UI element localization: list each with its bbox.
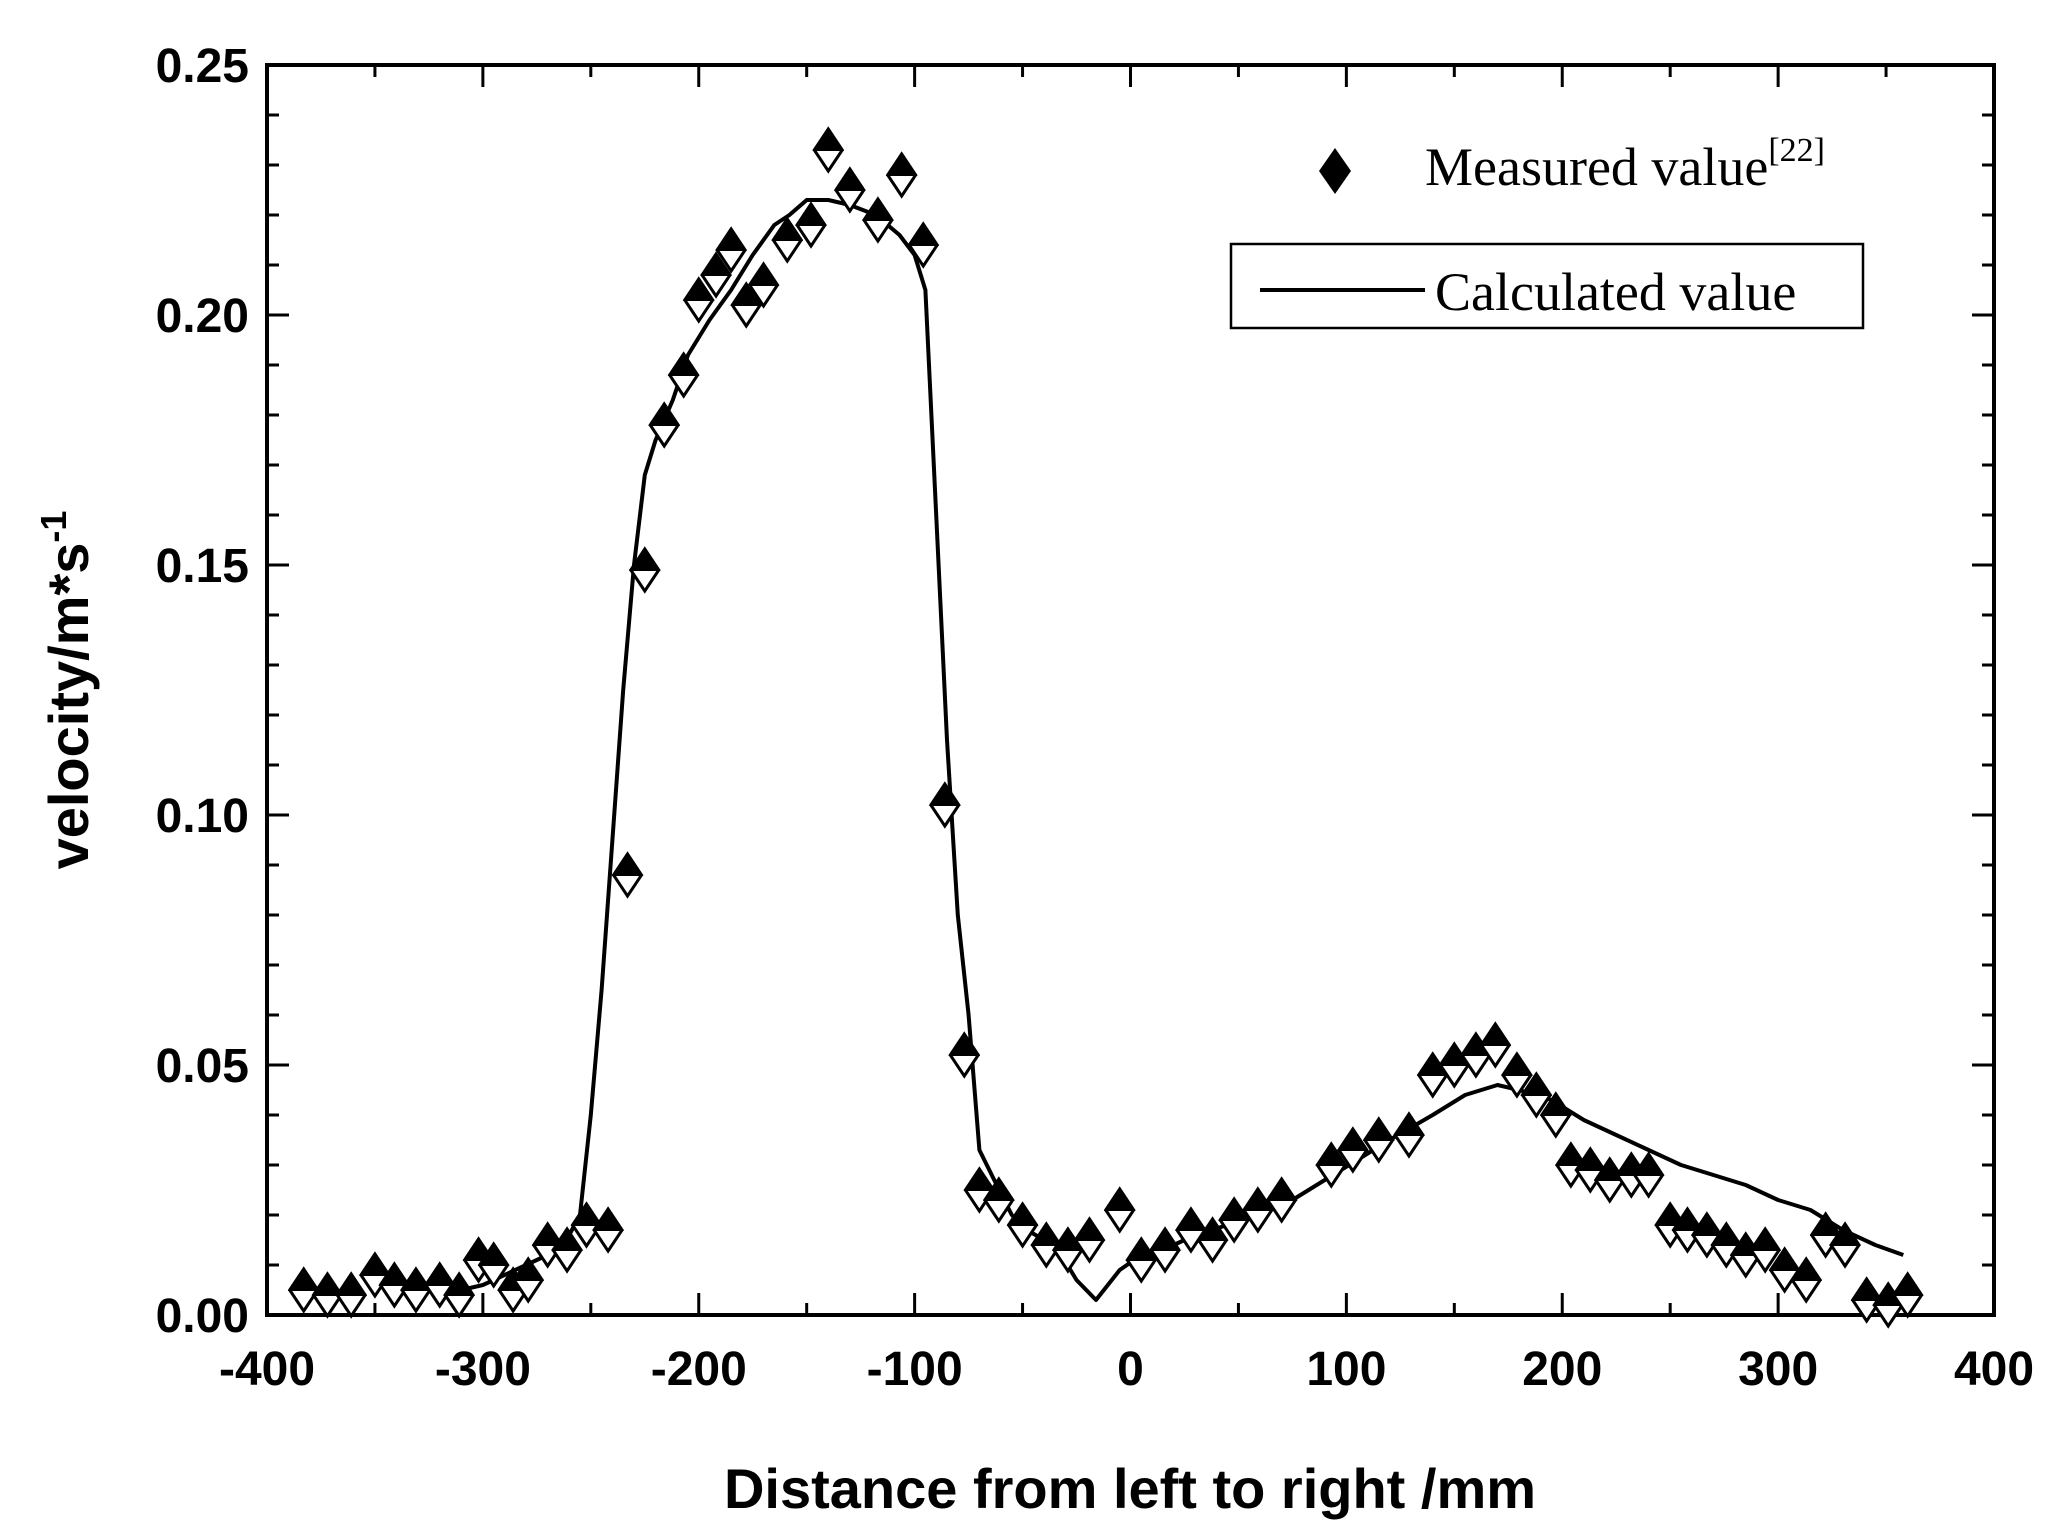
measured-point	[1125, 1236, 1158, 1284]
measured-point	[1654, 1201, 1687, 1249]
measured-point	[795, 201, 827, 249]
y-axis: 0.00 0.05 0.10 0.15 0.20 0.25	[156, 40, 1994, 1343]
measured-point	[1479, 1021, 1512, 1069]
measured-point	[592, 1206, 624, 1254]
legend-calculated-label: Calculated value	[1435, 262, 1796, 322]
measured-point	[1891, 1271, 1924, 1319]
measured-point	[512, 1256, 545, 1304]
y-axis-title-superscript: -1	[33, 511, 74, 543]
x-tick-label: 100	[1306, 1343, 1386, 1396]
measured-point	[1196, 1216, 1229, 1264]
measured-point	[1615, 1151, 1648, 1199]
y-tick-label: 0.00	[156, 1290, 249, 1343]
x-tick-label: 400	[1954, 1343, 2034, 1396]
measured-point	[1539, 1091, 1572, 1139]
measured-point	[1749, 1226, 1782, 1274]
measured-point	[1218, 1196, 1250, 1244]
measured-point	[963, 1166, 996, 1214]
legend-measured-label: Measured value[22]	[1425, 132, 1825, 197]
measured-point	[1336, 1126, 1369, 1174]
measured-point	[1073, 1216, 1106, 1264]
measured-point	[730, 281, 763, 329]
measured-point	[812, 126, 845, 174]
measured-value-markers	[287, 126, 1924, 1329]
measured-point	[570, 1201, 603, 1249]
measured-point	[628, 546, 661, 594]
measured-point	[378, 1261, 411, 1309]
legend-calculated-box	[1229, 242, 1865, 330]
measured-point	[1632, 1151, 1665, 1199]
measured-point	[443, 1271, 475, 1319]
legend-measured-name: Measured value	[1425, 137, 1768, 197]
measured-point	[648, 401, 681, 449]
measured-point	[1520, 1071, 1553, 1119]
measured-point	[1315, 1141, 1348, 1189]
y-tick-label: 0.05	[156, 1040, 249, 1093]
measured-point	[928, 781, 961, 829]
measured-point	[1691, 1211, 1723, 1259]
x-tick-label: -400	[219, 1343, 315, 1396]
measured-point	[715, 226, 747, 274]
measured-point	[682, 276, 715, 324]
legend: Measured value[22] Calculated value	[1229, 132, 1865, 330]
measured-point	[667, 351, 700, 399]
x-tick-label: 200	[1522, 1343, 1602, 1396]
x-axis: -400 -300 -200 -100 0 100 200 300 400	[219, 65, 2034, 1396]
measured-point	[359, 1251, 391, 1299]
measured-point	[477, 1241, 510, 1289]
y-axis-title-main: velocity/m*s	[37, 543, 100, 870]
measured-point	[611, 851, 644, 899]
legend-measured-superscript: [22]	[1768, 132, 1825, 169]
measured-point	[1790, 1256, 1823, 1304]
measured-point	[885, 151, 918, 199]
calculated-value-line	[439, 198, 1904, 1302]
measured-point	[1103, 1186, 1136, 1234]
measured-point	[771, 216, 804, 264]
measured-point	[1829, 1221, 1861, 1269]
measured-point	[862, 196, 894, 244]
measured-point	[1006, 1201, 1039, 1249]
x-tick-label: -100	[867, 1343, 963, 1396]
measured-point	[948, 1031, 981, 1079]
measured-point	[1809, 1211, 1842, 1259]
measured-point	[747, 261, 780, 309]
y-tick-label: 0.20	[156, 290, 249, 343]
measured-point	[907, 221, 940, 269]
y-tick-label: 0.10	[156, 790, 249, 843]
measured-point	[287, 1266, 320, 1314]
x-tick-label: -200	[651, 1343, 747, 1396]
y-tick-label: 0.25	[156, 40, 249, 93]
measured-point	[982, 1176, 1015, 1224]
measured-point	[833, 166, 866, 214]
measured-point	[551, 1226, 583, 1274]
measured-point	[1030, 1221, 1063, 1269]
measured-point	[1850, 1276, 1883, 1324]
measured-point	[1671, 1206, 1704, 1254]
measured-point	[700, 251, 732, 299]
x-axis-title: Distance from left to right /mm	[724, 1457, 1536, 1520]
measured-point	[311, 1271, 344, 1319]
plot-area	[265, 63, 1996, 1317]
measured-point	[1501, 1051, 1533, 1099]
x-tick-label: 300	[1738, 1343, 1818, 1396]
measured-point	[1362, 1116, 1395, 1164]
measured-point	[531, 1221, 564, 1269]
measured-point	[1265, 1176, 1298, 1224]
legend-measured-marker	[1319, 148, 1351, 194]
x-tick-label: 0	[1117, 1343, 1144, 1396]
x-tick-label: -300	[435, 1343, 531, 1396]
measured-point	[400, 1266, 432, 1314]
measured-point	[1393, 1111, 1425, 1159]
measured-point	[335, 1271, 368, 1319]
measured-point	[1149, 1226, 1181, 1274]
y-axis-title: velocity/m*s-1	[33, 511, 100, 870]
measured-point	[1555, 1141, 1587, 1189]
y-tick-label: 0.15	[156, 540, 249, 593]
measured-point	[1242, 1186, 1274, 1234]
